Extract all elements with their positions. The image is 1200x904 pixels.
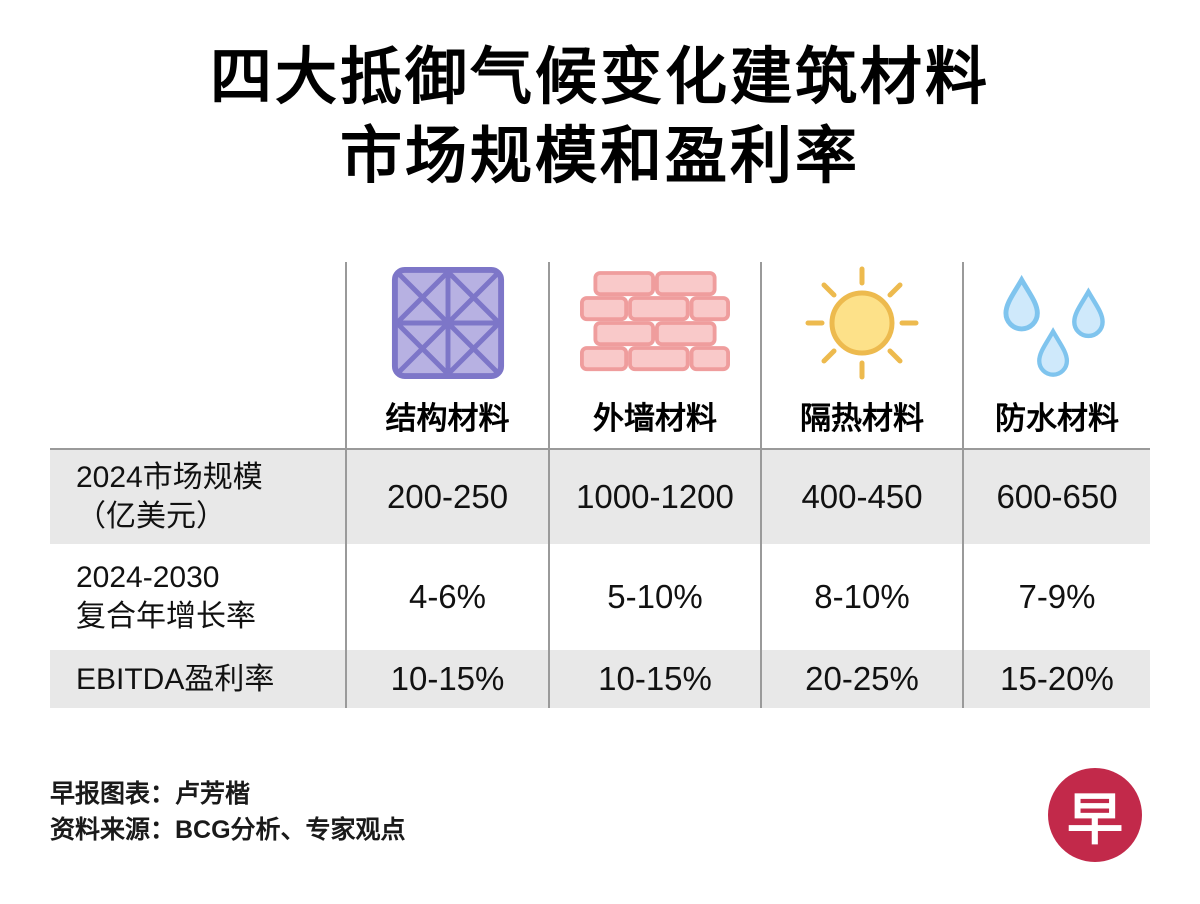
header-spacer <box>50 388 345 448</box>
row-label-market-size: 2024市场规模 （亿美元） <box>50 448 345 544</box>
row-label-line: EBITDA盈利率 <box>76 662 275 696</box>
cell-cagr-waterproof: 7-9% <box>962 544 1150 650</box>
row-label-line: 2024-2030 <box>76 561 220 594</box>
footer-credits: 早报图表：卢芳楷 资料来源：BCG分析、专家观点 <box>50 776 406 848</box>
sun-icon <box>760 262 962 388</box>
row-label-ebitda: EBITDA盈利率 <box>50 650 345 708</box>
cell-market-size-structure: 200-250 <box>345 448 548 544</box>
data-source: 资料来源：BCG分析、专家观点 <box>50 816 406 844</box>
corner-spacer <box>50 262 345 388</box>
column-header-waterproof: 防水材料 <box>962 388 1150 448</box>
row-label-line: 2024市场规模 <box>76 461 263 494</box>
zaobao-logo: 早 <box>1048 768 1142 862</box>
cell-ebitda-facade: 10-15% <box>548 650 760 708</box>
column-header-structure: 结构材料 <box>345 388 548 448</box>
cell-ebitda-insulation: 20-25% <box>760 650 962 708</box>
cell-market-size-waterproof: 600-650 <box>962 448 1150 544</box>
title-line-2: 市场规模和盈利率 <box>339 122 860 192</box>
grid-tile-icon <box>345 262 548 388</box>
zaobao-logo-text: 早 <box>1067 787 1123 851</box>
cell-cagr-structure: 4-6% <box>345 544 548 650</box>
row-label-cagr: 2024-2030 复合年增长率 <box>50 544 345 650</box>
cell-market-size-facade: 1000-1200 <box>548 448 760 544</box>
chart-credit: 早报图表：卢芳楷 <box>50 780 251 808</box>
column-header-facade: 外墙材料 <box>548 388 760 448</box>
row-label-line: （亿美元） <box>76 500 226 533</box>
cell-cagr-insulation: 8-10% <box>760 544 962 650</box>
page-title: 四大抵御气候变化建筑材料 市场规模和盈利率 <box>0 38 1200 197</box>
cell-cagr-facade: 5-10% <box>548 544 760 650</box>
row-label-line: 复合年增长率 <box>76 600 256 633</box>
cell-ebitda-waterproof: 15-20% <box>962 650 1150 708</box>
column-header-insulation: 隔热材料 <box>760 388 962 448</box>
brick-wall-icon <box>548 262 760 388</box>
water-drops-icon <box>962 262 1150 388</box>
title-line-1: 四大抵御气候变化建筑材料 <box>209 43 990 112</box>
cell-ebitda-structure: 10-15% <box>345 650 548 708</box>
cell-market-size-insulation: 400-450 <box>760 448 962 544</box>
materials-table: 结构材料 外墙材料 隔热材料 防水材料 2024市场规模 （亿美元） 200-2… <box>50 262 1150 708</box>
